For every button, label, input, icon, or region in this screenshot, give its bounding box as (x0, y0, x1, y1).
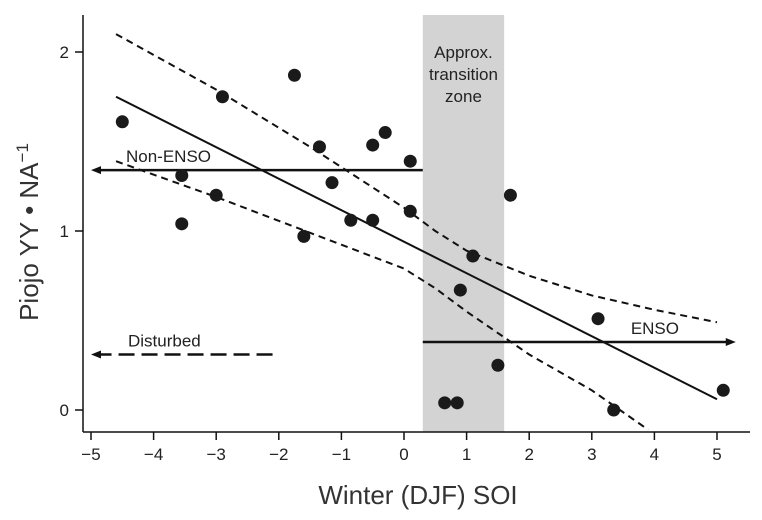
data-point (297, 229, 311, 243)
ci-lower-band (115, 160, 649, 431)
data-point (175, 169, 189, 183)
regression-line (115, 95, 718, 401)
data-point (115, 115, 129, 129)
zone-label-line: zone (445, 87, 482, 106)
data-point (716, 383, 730, 397)
y-axis-title-main: Piojo YY • NA (14, 162, 44, 321)
non-enso-label: Non-ENSO (126, 147, 211, 166)
x-tick-label: 0 (399, 445, 408, 464)
y-ticks: 0 1 2 (60, 43, 83, 420)
confidence-bands (115, 33, 718, 431)
enso-arrowhead (725, 337, 736, 346)
y-axis-title: Piojo YY • NA−1 (13, 143, 44, 321)
data-point (366, 138, 380, 152)
y-tick-label: 1 (60, 222, 69, 241)
data-point (491, 358, 505, 372)
x-ticks: −5 −4 −3 −2 −1 0 1 2 3 4 5 (81, 432, 722, 464)
zone-label-line: transition (429, 65, 498, 84)
data-point (287, 68, 301, 82)
disturbed-arrowhead (91, 350, 101, 359)
enso-label: ENSO (631, 319, 679, 338)
transition-zone-label: Approx. transition zone (429, 43, 498, 106)
data-point (607, 403, 621, 417)
x-tick-label: −3 (207, 445, 226, 464)
data-point (175, 217, 189, 231)
ci-upper-band (115, 33, 718, 324)
transition-zone (422, 15, 505, 432)
data-point (438, 396, 452, 410)
data-point (591, 312, 605, 326)
data-point (325, 176, 339, 190)
x-tick-label: 5 (712, 445, 721, 464)
y-tick-label: 2 (60, 43, 69, 62)
data-points (115, 68, 730, 417)
x-tick-label: −2 (269, 445, 288, 464)
x-tick-label: −1 (332, 445, 351, 464)
data-point (366, 213, 380, 227)
data-point (453, 283, 467, 297)
x-tick-label: −5 (81, 445, 100, 464)
data-point (312, 140, 326, 154)
y-tick-label: 0 (60, 401, 69, 420)
x-tick-label: 1 (462, 445, 471, 464)
x-tick-label: 2 (524, 445, 533, 464)
x-axis-title: Winter (DJF) SOI (318, 480, 517, 510)
data-point (209, 188, 223, 202)
data-point (215, 90, 229, 104)
data-point (450, 396, 464, 410)
data-point (378, 126, 392, 140)
data-point (403, 154, 417, 168)
y-axis-title-superscript: −1 (13, 143, 32, 162)
x-tick-label: −4 (144, 445, 163, 464)
non-enso-arrowhead (91, 166, 101, 175)
x-tick-label: 4 (650, 445, 659, 464)
data-point (403, 204, 417, 218)
data-point (503, 188, 517, 202)
data-point (466, 249, 480, 263)
disturbed-label: Disturbed (128, 332, 201, 351)
x-tick-label: 3 (587, 445, 596, 464)
zone-label-line: Approx. (434, 43, 493, 62)
data-point (344, 213, 358, 227)
regime-arrows: Non-ENSO ENSO Disturbed (91, 147, 736, 359)
